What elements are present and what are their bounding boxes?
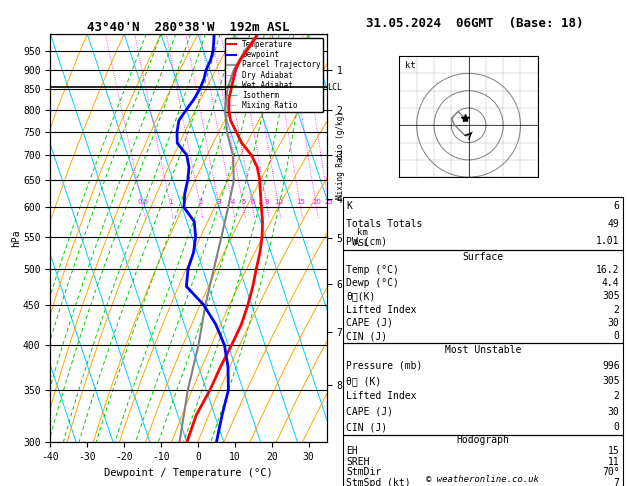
Text: StmSpd (kt): StmSpd (kt)	[346, 478, 411, 486]
Text: Hodograph: Hodograph	[456, 435, 509, 445]
Text: 3: 3	[217, 199, 221, 205]
Text: Most Unstable: Most Unstable	[445, 346, 521, 355]
Text: 0: 0	[614, 422, 620, 432]
Text: Pressure (mb): Pressure (mb)	[346, 361, 422, 371]
Text: kt: kt	[405, 61, 416, 70]
Text: 30: 30	[608, 318, 620, 328]
Text: Temp (°C): Temp (°C)	[346, 265, 399, 275]
Y-axis label: hPa: hPa	[11, 229, 21, 247]
Text: Mixing Ratio (g/kg): Mixing Ratio (g/kg)	[337, 111, 345, 199]
Text: LCL: LCL	[327, 83, 342, 92]
Text: CIN (J): CIN (J)	[346, 422, 387, 432]
Text: 2: 2	[199, 199, 203, 205]
Text: θᴄ (K): θᴄ (K)	[346, 376, 381, 386]
Text: 15: 15	[608, 446, 620, 456]
Text: 305: 305	[602, 376, 620, 386]
Text: 2: 2	[614, 392, 620, 401]
Text: 6: 6	[614, 201, 620, 211]
Text: 4.4: 4.4	[602, 278, 620, 288]
Text: 31.05.2024  06GMT  (Base: 18): 31.05.2024 06GMT (Base: 18)	[366, 17, 584, 30]
Text: 305: 305	[602, 292, 620, 301]
Text: Lifted Index: Lifted Index	[346, 305, 416, 314]
Text: CAPE (J): CAPE (J)	[346, 318, 393, 328]
Text: 70°: 70°	[602, 468, 620, 477]
Text: 0: 0	[614, 331, 620, 341]
Text: StmDir: StmDir	[346, 468, 381, 477]
Text: 996: 996	[602, 361, 620, 371]
Text: © weatheronline.co.uk: © weatheronline.co.uk	[426, 474, 539, 484]
Text: 10: 10	[274, 199, 283, 205]
Text: Dewp (°C): Dewp (°C)	[346, 278, 399, 288]
Text: 4: 4	[231, 199, 235, 205]
Text: CIN (J): CIN (J)	[346, 331, 387, 341]
Text: 30: 30	[608, 407, 620, 417]
Text: 25: 25	[325, 199, 333, 205]
Text: 49: 49	[608, 219, 620, 228]
Text: 7: 7	[614, 478, 620, 486]
Text: Surface: Surface	[462, 252, 503, 262]
Text: 6: 6	[250, 199, 255, 205]
X-axis label: Dewpoint / Temperature (°C): Dewpoint / Temperature (°C)	[104, 468, 273, 478]
Text: PW (cm): PW (cm)	[346, 236, 387, 246]
Text: 8: 8	[265, 199, 269, 205]
Text: EH: EH	[346, 446, 358, 456]
Text: CAPE (J): CAPE (J)	[346, 407, 393, 417]
Title: 43°40'N  280°38'W  192m ASL: 43°40'N 280°38'W 192m ASL	[87, 21, 290, 34]
Text: Lifted Index: Lifted Index	[346, 392, 416, 401]
Text: SREH: SREH	[346, 457, 369, 467]
Text: 1.01: 1.01	[596, 236, 620, 246]
Text: 5: 5	[242, 199, 246, 205]
Text: 0.5: 0.5	[137, 199, 148, 205]
Text: 1: 1	[169, 199, 173, 205]
Text: 20: 20	[312, 199, 321, 205]
Legend: Temperature, Dewpoint, Parcel Trajectory, Dry Adiabat, Wet Adiabat, Isotherm, Mi: Temperature, Dewpoint, Parcel Trajectory…	[225, 38, 323, 112]
Text: K: K	[346, 201, 352, 211]
Text: 11: 11	[608, 457, 620, 467]
Text: θᴄ(K): θᴄ(K)	[346, 292, 376, 301]
Text: Totals Totals: Totals Totals	[346, 219, 422, 228]
Text: 15: 15	[296, 199, 305, 205]
Y-axis label: km
ASL: km ASL	[354, 228, 370, 248]
Text: 2: 2	[614, 305, 620, 314]
Text: 16.2: 16.2	[596, 265, 620, 275]
